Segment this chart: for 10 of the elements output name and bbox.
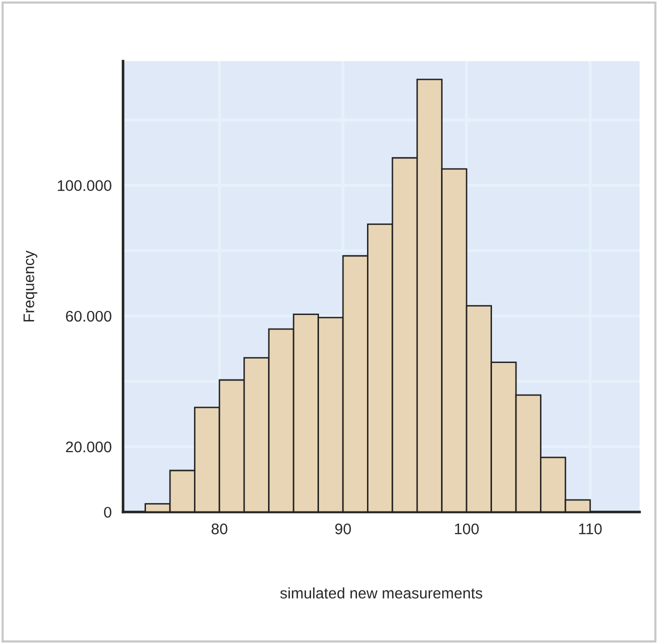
x-tick-label: 110 [579, 523, 602, 534]
y-tick-label: 20.000 [66, 442, 112, 452]
x-tick-label: 100 [454, 523, 479, 534]
x-axis-title: simulated new measurements [280, 587, 482, 599]
y-axis-title: Frequency [24, 250, 38, 322]
y-tick-label: 0 [104, 506, 112, 518]
x-tick-label: 90 [335, 523, 351, 534]
x-tick-label: 80 [212, 523, 228, 534]
y-tick-label: 60.000 [66, 310, 112, 322]
y-tick-label: 100.000 [58, 180, 112, 191]
